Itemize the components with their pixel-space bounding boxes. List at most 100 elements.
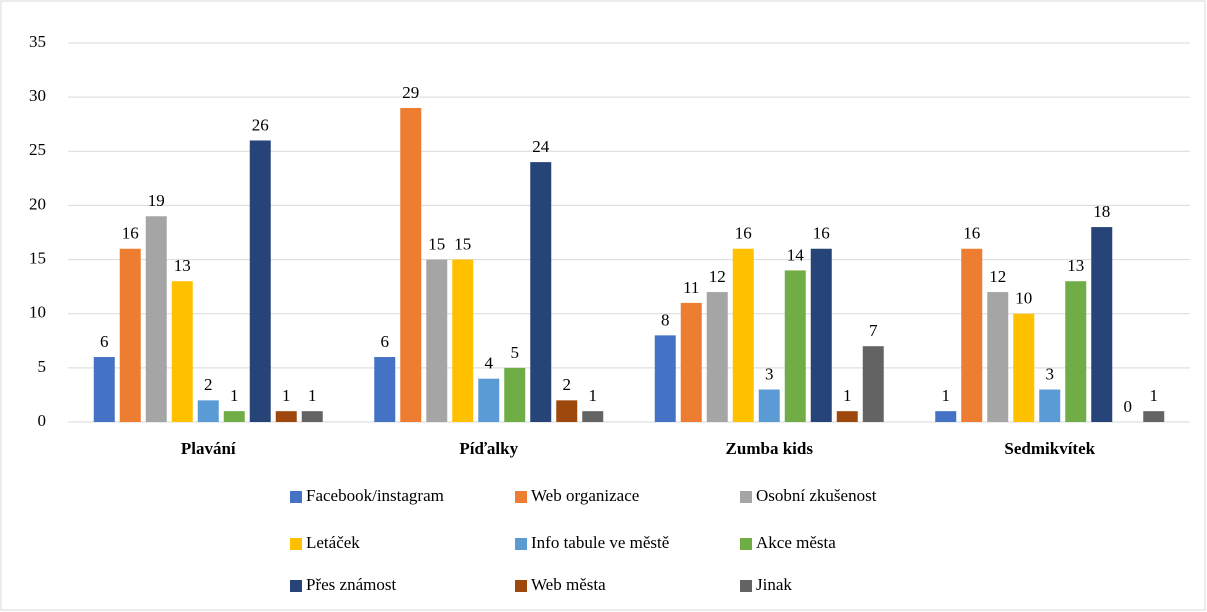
data-label: 1 bbox=[589, 386, 598, 405]
bar bbox=[504, 367, 526, 422]
data-label: 6 bbox=[100, 332, 109, 351]
legend-swatch bbox=[290, 580, 302, 592]
bar bbox=[426, 259, 448, 422]
bar bbox=[197, 400, 219, 422]
bar bbox=[836, 411, 858, 422]
bar bbox=[171, 281, 193, 422]
data-label: 24 bbox=[532, 137, 550, 156]
data-label: 15 bbox=[454, 234, 471, 253]
data-label: 26 bbox=[252, 115, 269, 134]
bar bbox=[1143, 411, 1165, 422]
data-label: 3 bbox=[1046, 364, 1055, 383]
legend-label: Letáček bbox=[306, 533, 360, 552]
data-label: 2 bbox=[204, 375, 213, 394]
data-label: 2 bbox=[563, 375, 572, 394]
legend-label: Akce města bbox=[756, 533, 836, 552]
data-label: 7 bbox=[869, 321, 878, 340]
y-tick-label: 5 bbox=[38, 357, 47, 376]
bar bbox=[93, 357, 115, 422]
legend-label: Web města bbox=[531, 575, 606, 594]
legend-label: Info tabule ve městě bbox=[531, 533, 669, 552]
bar bbox=[1091, 227, 1113, 422]
data-label: 5 bbox=[511, 343, 520, 362]
legend-swatch bbox=[515, 580, 527, 592]
y-tick-label: 25 bbox=[29, 140, 46, 159]
bar bbox=[810, 248, 832, 422]
bar bbox=[249, 140, 271, 422]
data-label: 16 bbox=[963, 224, 980, 243]
y-tick-label: 30 bbox=[29, 86, 46, 105]
bar bbox=[582, 411, 604, 422]
y-tick-label: 20 bbox=[29, 194, 46, 213]
data-label: 10 bbox=[1015, 289, 1032, 308]
data-label: 4 bbox=[485, 354, 494, 373]
data-label: 14 bbox=[787, 245, 805, 264]
legend-swatch bbox=[290, 538, 302, 550]
bar bbox=[1013, 313, 1035, 422]
legend-label: Facebook/instagram bbox=[306, 486, 444, 505]
bar bbox=[530, 162, 552, 422]
data-label: 13 bbox=[1067, 256, 1084, 275]
data-label: 0 bbox=[1124, 397, 1133, 416]
legend-swatch bbox=[740, 580, 752, 592]
data-label: 12 bbox=[709, 267, 726, 286]
bar bbox=[862, 346, 884, 422]
legend-swatch bbox=[740, 538, 752, 550]
data-label: 1 bbox=[308, 386, 317, 405]
bar bbox=[301, 411, 323, 422]
legend-label: Web organizace bbox=[531, 486, 639, 505]
data-label: 1 bbox=[843, 386, 852, 405]
bar bbox=[935, 411, 957, 422]
x-tick-label: Plavání bbox=[181, 439, 236, 458]
y-tick-label: 10 bbox=[29, 303, 46, 322]
data-label: 16 bbox=[122, 224, 139, 243]
data-label: 1 bbox=[230, 386, 239, 405]
data-label: 3 bbox=[765, 364, 774, 383]
legend-label: Přes známost bbox=[306, 575, 396, 594]
data-label: 16 bbox=[813, 224, 830, 243]
bar bbox=[987, 292, 1009, 422]
bar bbox=[556, 400, 578, 422]
bar bbox=[961, 248, 983, 422]
bar bbox=[478, 378, 500, 422]
x-tick-label: Sedmikvítek bbox=[1004, 439, 1095, 458]
data-label: 1 bbox=[1150, 386, 1159, 405]
bar bbox=[680, 302, 702, 422]
x-tick-label: Zumba kids bbox=[726, 439, 814, 458]
data-label: 15 bbox=[428, 234, 445, 253]
legend-swatch bbox=[515, 538, 527, 550]
data-label: 12 bbox=[989, 267, 1006, 286]
data-label: 18 bbox=[1093, 202, 1110, 221]
data-label: 1 bbox=[942, 386, 951, 405]
bar bbox=[1039, 389, 1061, 422]
data-label: 1 bbox=[282, 386, 291, 405]
bar bbox=[119, 248, 141, 422]
y-tick-label: 0 bbox=[38, 411, 47, 430]
bar bbox=[706, 292, 728, 422]
data-label: 13 bbox=[174, 256, 191, 275]
bar bbox=[223, 411, 245, 422]
y-tick-label: 15 bbox=[29, 248, 46, 267]
bar bbox=[452, 259, 474, 422]
bar bbox=[1065, 281, 1087, 422]
bar bbox=[275, 411, 297, 422]
data-label: 11 bbox=[683, 278, 699, 297]
data-label: 8 bbox=[661, 310, 670, 329]
legend-swatch bbox=[290, 491, 302, 503]
data-label: 19 bbox=[148, 191, 165, 210]
legend-label: Jinak bbox=[756, 575, 792, 594]
data-label: 29 bbox=[402, 83, 419, 102]
x-tick-label: Píďalky bbox=[459, 439, 518, 458]
bar bbox=[374, 357, 396, 422]
bar bbox=[145, 216, 167, 422]
y-tick-label: 35 bbox=[29, 32, 46, 51]
bar bbox=[758, 389, 780, 422]
data-label: 16 bbox=[735, 224, 752, 243]
legend-swatch bbox=[515, 491, 527, 503]
bar bbox=[400, 107, 422, 422]
legend-swatch bbox=[740, 491, 752, 503]
bar bbox=[654, 335, 676, 422]
data-label: 6 bbox=[381, 332, 390, 351]
bar bbox=[784, 270, 806, 422]
